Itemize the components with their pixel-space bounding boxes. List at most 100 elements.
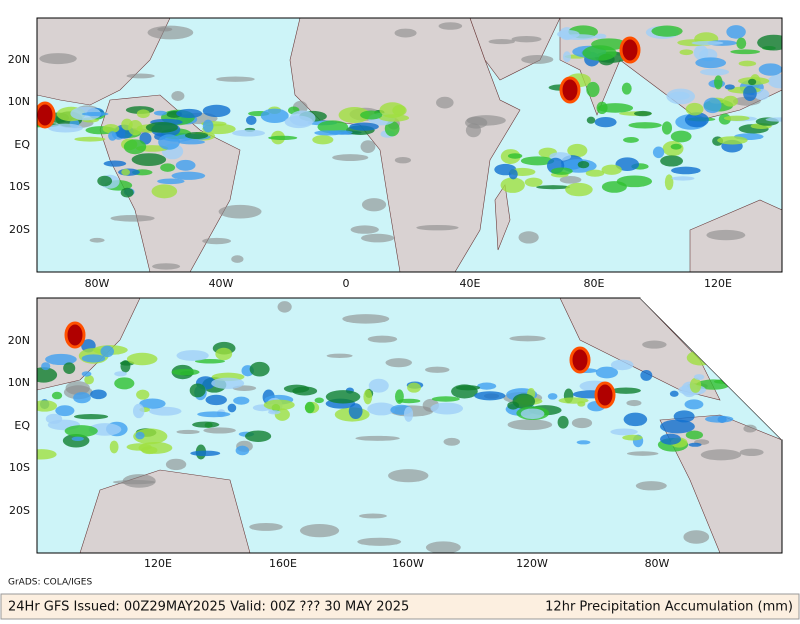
rain-area (524, 177, 543, 187)
rain-area (695, 57, 727, 69)
rain-area (363, 389, 373, 405)
rain-area (37, 400, 58, 412)
bottom-panel (37, 298, 782, 553)
rain-area (249, 361, 270, 377)
rain-area (384, 120, 400, 137)
rain-area (48, 123, 83, 133)
dry-patch (202, 237, 232, 245)
dry-patch (357, 537, 402, 546)
rain-area (202, 104, 231, 118)
rain-area (289, 110, 316, 127)
rain-area (738, 60, 757, 67)
rain-area (81, 111, 109, 117)
rain-area (430, 402, 464, 415)
rain-area (560, 34, 597, 40)
rain-area (577, 160, 590, 169)
rain-area (640, 369, 653, 381)
credit: GrADS: COLA/IGES (8, 578, 92, 588)
lat-label: 10S (9, 180, 30, 193)
dry-patch (157, 27, 173, 32)
dry-patch (443, 437, 460, 446)
rain-area (260, 108, 289, 124)
dry-patch (299, 523, 340, 538)
dry-patch (436, 96, 454, 109)
rain-area (666, 88, 695, 105)
rain-area (325, 390, 361, 404)
rain-area (585, 169, 605, 177)
dry-patch (518, 231, 539, 244)
footer-right: 12hr Precipitation Accumulation (mm) (545, 600, 793, 615)
rain-area (610, 428, 638, 436)
rain-area (205, 394, 227, 406)
footer-box (0, 593, 800, 620)
rain-area (714, 75, 723, 90)
rain-area (743, 85, 757, 101)
rain-area (717, 136, 748, 145)
lon-label: 0 (343, 277, 350, 290)
dry-patch (326, 353, 353, 358)
rain-area (660, 433, 682, 445)
lon-label: 40E (460, 277, 481, 290)
rain-area (283, 384, 310, 393)
rain-area (135, 431, 145, 440)
dry-patch (626, 399, 642, 407)
rain-area (121, 168, 131, 176)
rain-area (367, 402, 396, 416)
dry-patch (706, 229, 746, 241)
dry-patch (571, 417, 593, 429)
rain-area (73, 414, 109, 420)
rain-area (233, 396, 250, 405)
dry-patch (89, 237, 105, 243)
rain-area (403, 406, 414, 422)
land-australia (79, 469, 251, 553)
lat-label: EQ (14, 419, 30, 432)
rain-area (736, 37, 747, 49)
rain-area (304, 401, 315, 414)
rain-area (576, 440, 591, 445)
rain-area (81, 371, 92, 377)
rain-area (477, 382, 497, 390)
dry-patch (350, 225, 379, 234)
rain-area (160, 163, 176, 172)
dry-patch (388, 469, 429, 483)
rain-area (109, 440, 119, 454)
rain-area (108, 131, 117, 141)
rain-area (397, 398, 421, 404)
rain-area (757, 34, 782, 51)
rain-area (102, 124, 120, 134)
rain-area (623, 136, 639, 143)
rain-area (74, 136, 106, 142)
rain-area (601, 181, 627, 193)
dry-patch (360, 140, 376, 153)
dry-patch (147, 25, 194, 40)
rain-area (136, 109, 150, 119)
rain-area (97, 175, 113, 187)
dry-patch (332, 154, 369, 161)
dry-patch (171, 91, 185, 102)
rain-area (126, 352, 158, 366)
rain-area (245, 115, 257, 126)
lat-label: 20S (9, 504, 30, 517)
rain-area (660, 155, 683, 167)
rain-area (634, 110, 652, 117)
rain-area (314, 130, 342, 136)
dry-patch (39, 53, 77, 65)
rain-area (73, 392, 91, 404)
dry-patch (743, 424, 757, 433)
top-panel (37, 18, 782, 272)
rain-area (507, 153, 523, 159)
dry-patch (425, 366, 450, 373)
rain-area (611, 387, 641, 394)
rain-area (184, 131, 209, 139)
rain-area (730, 49, 761, 55)
lat-label: 10N (8, 95, 30, 108)
lon-label: 160W (392, 557, 424, 570)
heavy-rain (619, 36, 641, 64)
dry-patch (385, 358, 412, 368)
rain-area (689, 377, 702, 393)
rain-area (610, 359, 634, 371)
rain-area (671, 166, 701, 175)
rain-area (724, 84, 735, 90)
dry-patch (465, 123, 482, 138)
dry-patch (110, 214, 155, 222)
